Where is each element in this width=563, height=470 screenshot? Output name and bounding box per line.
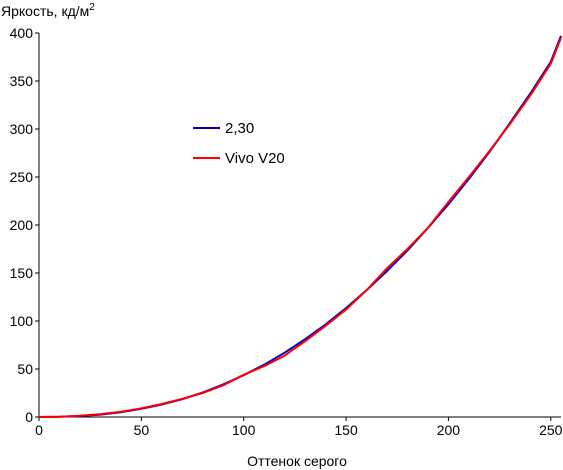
y-tick-label: 250 (10, 169, 34, 185)
y-tick-label: 400 (10, 25, 34, 41)
series-line-2-30 (38, 35, 562, 418)
y-tick-label: 0 (25, 409, 33, 425)
y-tick-label: 100 (10, 313, 34, 329)
series-line-vivo-v20 (38, 37, 562, 418)
legend-label-2-30: 2,30 (225, 120, 254, 137)
x-axis-ticks: 0 50 100 150 200 250 (35, 417, 563, 438)
y-tick-label: 150 (10, 265, 34, 281)
legend: 2,30 Vivo V20 (193, 120, 285, 167)
x-tick-label: 0 (35, 422, 43, 438)
legend-label-vivo-v20: Vivo V20 (225, 150, 285, 167)
x-tick-label: 200 (437, 422, 461, 438)
y-tick-label: 50 (17, 361, 33, 377)
x-tick-label: 100 (232, 422, 256, 438)
y-tick-label: 200 (10, 217, 34, 233)
y-axis-title: Яркость, кд/м2 (1, 2, 95, 19)
x-tick-label: 250 (539, 422, 563, 438)
y-tick-label: 300 (10, 121, 34, 137)
x-axis-title: Оттенок серого (247, 453, 347, 469)
y-tick-label: 350 (10, 73, 34, 89)
series-layer (38, 35, 562, 418)
x-tick-label: 50 (134, 422, 150, 438)
y-axis-ticks: 0 50 100 150 200 250 300 350 400 (10, 25, 39, 425)
x-tick-label: 150 (334, 422, 358, 438)
